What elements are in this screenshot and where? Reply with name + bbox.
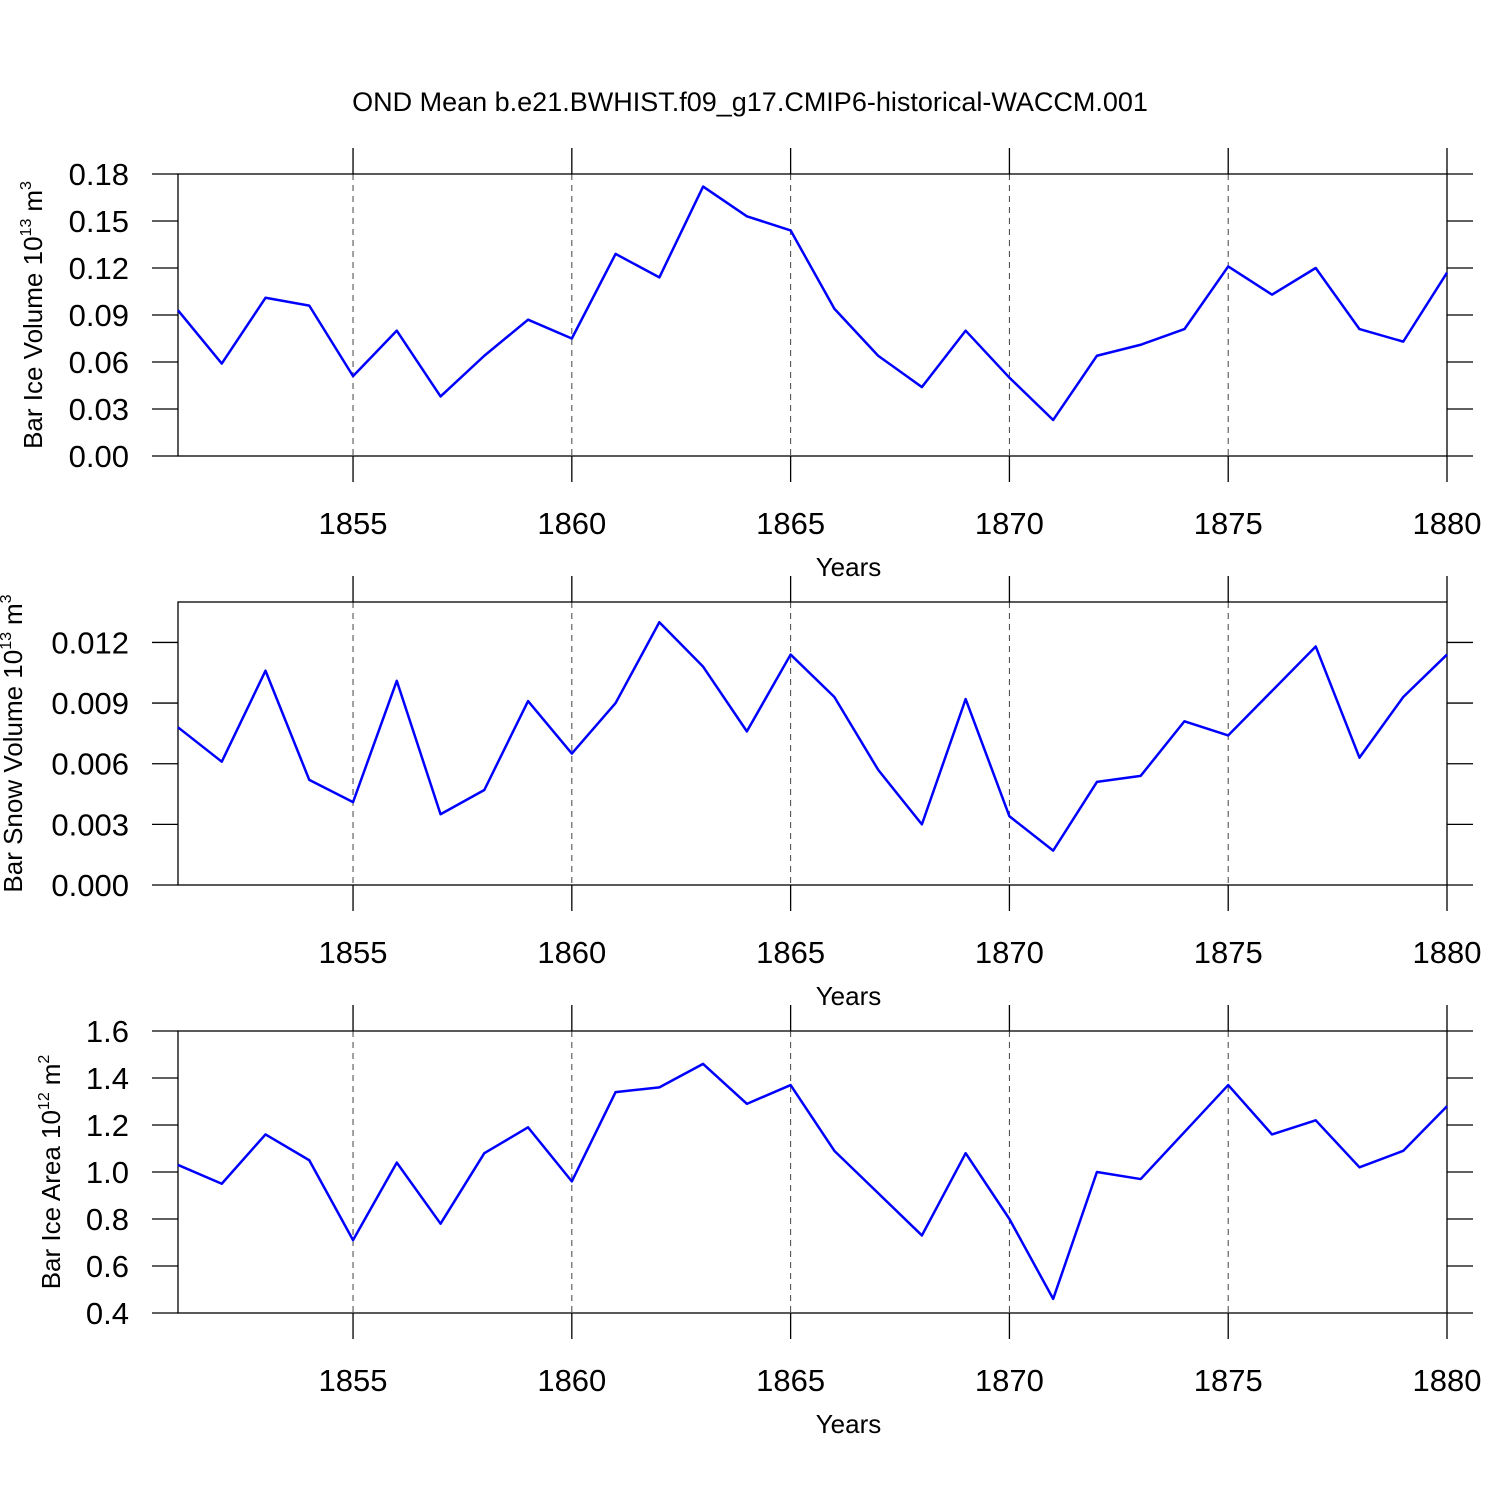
y-tick-label: 0.06 bbox=[69, 345, 129, 380]
y-axis-label-unit: m bbox=[0, 603, 28, 625]
y-axis-label-exponent: 12 bbox=[36, 1092, 53, 1110]
x-tick-label: 1865 bbox=[756, 506, 825, 541]
plot-frame bbox=[177, 1030, 1448, 1314]
x-tick-label: 1875 bbox=[1194, 1363, 1263, 1398]
y-axis-label-text: Bar Snow Volume 10 bbox=[0, 650, 28, 893]
y-axis-label-unit-exponent: 2 bbox=[36, 1055, 53, 1064]
y-axis-label-text: Bar Ice Volume 10 bbox=[18, 236, 48, 448]
x-tick-label: 1865 bbox=[756, 1363, 825, 1398]
y-axis-label-unit-exponent: 3 bbox=[0, 594, 15, 603]
y-axis-label-exponent: 13 bbox=[18, 219, 35, 237]
plot-frame bbox=[177, 601, 1448, 886]
y-axis-label-exponent: 13 bbox=[0, 632, 15, 650]
x-tick-label: 1860 bbox=[537, 506, 606, 541]
x-tick-label: 1860 bbox=[537, 935, 606, 970]
x-tick-label: 1880 bbox=[1413, 1363, 1482, 1398]
y-tick-label: 0.8 bbox=[86, 1202, 129, 1237]
y-tick-label: 0.00 bbox=[69, 439, 129, 474]
plot-frame bbox=[177, 173, 1448, 457]
y-tick-label: 0.012 bbox=[51, 625, 129, 660]
y-axis-label-unit-exponent: 3 bbox=[18, 181, 35, 190]
y-axis-label: Bar Ice Volume 1013 m3 bbox=[18, 181, 48, 449]
x-tick-label: 1875 bbox=[1194, 506, 1263, 541]
data-line bbox=[177, 620, 1448, 852]
x-tick-label: 1880 bbox=[1413, 506, 1482, 541]
y-tick-label: 0.18 bbox=[69, 157, 129, 192]
x-tick-label: 1870 bbox=[975, 1363, 1044, 1398]
y-tick-label: 0.15 bbox=[69, 204, 129, 239]
x-axis-label: Years bbox=[816, 1409, 882, 1439]
y-tick-label: 0.03 bbox=[69, 392, 129, 427]
x-tick-label: 1880 bbox=[1413, 935, 1482, 970]
y-tick-label: 0.09 bbox=[69, 298, 129, 333]
y-tick-label: 0.12 bbox=[69, 251, 129, 286]
y-tick-label: 0.009 bbox=[51, 686, 129, 721]
y-tick-label: 0.003 bbox=[51, 807, 129, 842]
data-line bbox=[177, 1062, 1448, 1301]
x-tick-label: 1870 bbox=[975, 506, 1044, 541]
y-axis-label-unit: m bbox=[36, 1064, 66, 1086]
x-tick-label: 1855 bbox=[319, 506, 388, 541]
data-line bbox=[177, 185, 1449, 422]
y-axis-label: Bar Snow Volume 1013 m3 bbox=[0, 594, 28, 892]
x-tick-label: 1855 bbox=[319, 1363, 388, 1398]
y-tick-label: 1.0 bbox=[86, 1155, 129, 1190]
y-tick-label: 0.6 bbox=[86, 1249, 129, 1284]
y-tick-label: 0.000 bbox=[51, 868, 129, 903]
y-axis-label-unit: m bbox=[18, 190, 48, 212]
x-tick-label: 1860 bbox=[537, 1363, 606, 1398]
chart-title: OND Mean b.e21.BWHIST.f09_g17.CMIP6-hist… bbox=[352, 87, 1148, 117]
y-tick-label: 0.006 bbox=[51, 747, 129, 782]
y-tick-label: 1.4 bbox=[86, 1061, 129, 1096]
y-tick-label: 1.6 bbox=[86, 1014, 129, 1049]
x-tick-label: 1870 bbox=[975, 935, 1044, 970]
x-axis-label: Years bbox=[816, 981, 882, 1011]
y-tick-label: 1.2 bbox=[86, 1108, 129, 1143]
x-tick-label: 1855 bbox=[319, 935, 388, 970]
x-tick-label: 1875 bbox=[1194, 935, 1263, 970]
y-tick-label: 0.4 bbox=[86, 1296, 129, 1331]
x-tick-label: 1865 bbox=[756, 935, 825, 970]
y-axis-label: Bar Ice Area 1012 m2 bbox=[36, 1055, 66, 1290]
x-axis-label: Years bbox=[816, 552, 882, 582]
y-axis-label-text: Bar Ice Area 10 bbox=[36, 1110, 66, 1289]
